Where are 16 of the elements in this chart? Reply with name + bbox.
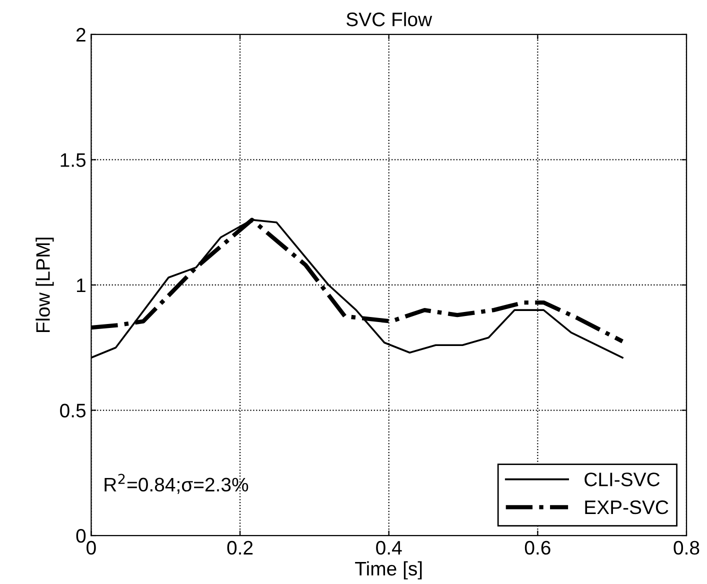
x-tick-label: 0.8	[674, 540, 700, 555]
chart-title: SVC Flow	[346, 12, 432, 26]
y-tick-label: 2	[76, 28, 86, 42]
x-tick-label: 0	[86, 540, 96, 555]
x-tick-label: 0.2	[227, 540, 253, 555]
x-axis-title: Time [s]	[355, 561, 422, 580]
legend-label: EXP-SVC	[585, 500, 668, 514]
y-tick-label: 0.5	[60, 404, 86, 418]
legend-label: CLI-SVC	[584, 472, 660, 486]
y-tick-label: 1.5	[60, 153, 86, 167]
y-tick-label: 1	[77, 278, 86, 292]
y-axis-title: Flow [LPM]	[36, 238, 54, 332]
annotation: R$^{2}$=0.84;σ=2.3%	[104, 474, 248, 494]
y-tick-label: 0	[76, 528, 86, 543]
x-tick-label: 0.6	[524, 540, 550, 555]
x-tick-label: 0.4	[376, 540, 402, 555]
